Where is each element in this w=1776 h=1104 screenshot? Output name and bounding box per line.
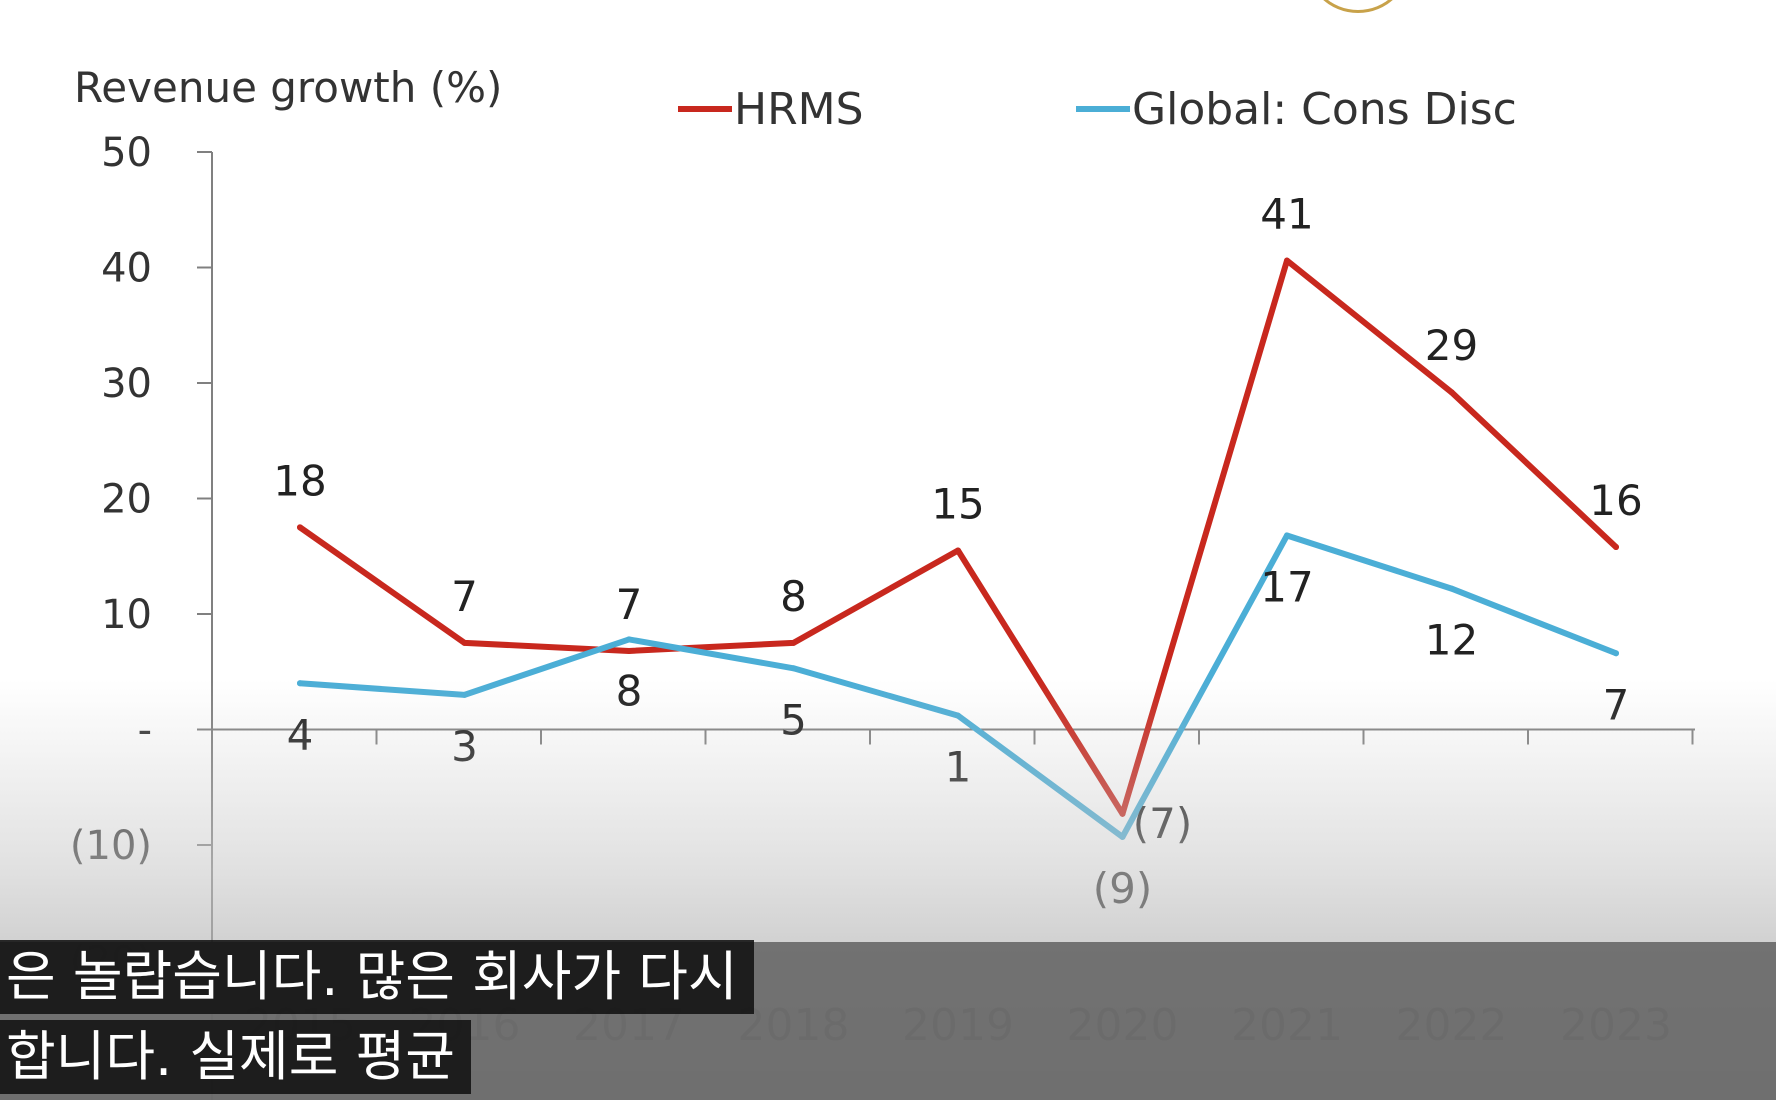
- data-point: [1119, 810, 1126, 817]
- y-tick-label: (10): [70, 823, 152, 869]
- data-label: (9): [1093, 864, 1153, 913]
- data-point: [955, 547, 961, 554]
- data-point: [1448, 585, 1455, 592]
- data-label: 5: [780, 695, 807, 744]
- data-point: [297, 680, 303, 687]
- subtitle-line-1: 은 놀랍습니다. 많은 회사가 다시: [0, 940, 754, 1014]
- y-tick-label: 10: [101, 592, 152, 638]
- data-point: [790, 665, 797, 672]
- data-point: [461, 639, 468, 646]
- data-label: 16: [1589, 476, 1642, 525]
- data-label: (7): [1133, 799, 1193, 848]
- data-point: [626, 647, 632, 654]
- data-point: [1448, 389, 1455, 396]
- y-axis-title: Revenue growth (%): [74, 63, 502, 112]
- y-tick-label: 30: [101, 361, 152, 407]
- y-tick-label: 40: [101, 246, 152, 292]
- series-line-hrms: [297, 257, 1619, 817]
- data-label: 12: [1425, 616, 1478, 665]
- data-point: [1613, 544, 1619, 551]
- data-label: 1: [945, 743, 972, 792]
- data-point: [297, 524, 303, 531]
- subtitle-line-2: 합니다. 실제로 평균: [0, 1020, 471, 1094]
- data-point: [1119, 833, 1126, 840]
- data-label: 17: [1260, 562, 1313, 611]
- data-label: 4: [287, 710, 314, 759]
- data-point: [461, 691, 468, 698]
- y-tick-label: 20: [101, 477, 152, 523]
- y-tick-label: 50: [101, 130, 152, 176]
- data-point: [790, 639, 797, 646]
- data-label: 8: [616, 666, 643, 715]
- data-point: [1284, 257, 1290, 264]
- series-line-global-cons-disc: [297, 532, 1619, 840]
- data-point: [1284, 532, 1290, 539]
- data-label: 41: [1260, 190, 1313, 239]
- data-label: 7: [451, 572, 478, 621]
- legend-label-global-cons-disc: Global: Cons Disc: [1132, 84, 1517, 135]
- data-point: [955, 712, 961, 719]
- y-tick-label: -: [138, 708, 152, 754]
- data-point: [626, 636, 632, 643]
- legend-label-hrms: HRMS: [734, 84, 864, 135]
- data-label: 15: [931, 479, 984, 528]
- data-point: [1613, 650, 1619, 657]
- data-label: 7: [616, 580, 643, 629]
- data-label: 7: [1603, 680, 1630, 729]
- data-label: 29: [1425, 321, 1478, 370]
- data-label: 18: [273, 456, 326, 505]
- data-label: 3: [451, 722, 478, 771]
- data-label: 8: [780, 572, 807, 621]
